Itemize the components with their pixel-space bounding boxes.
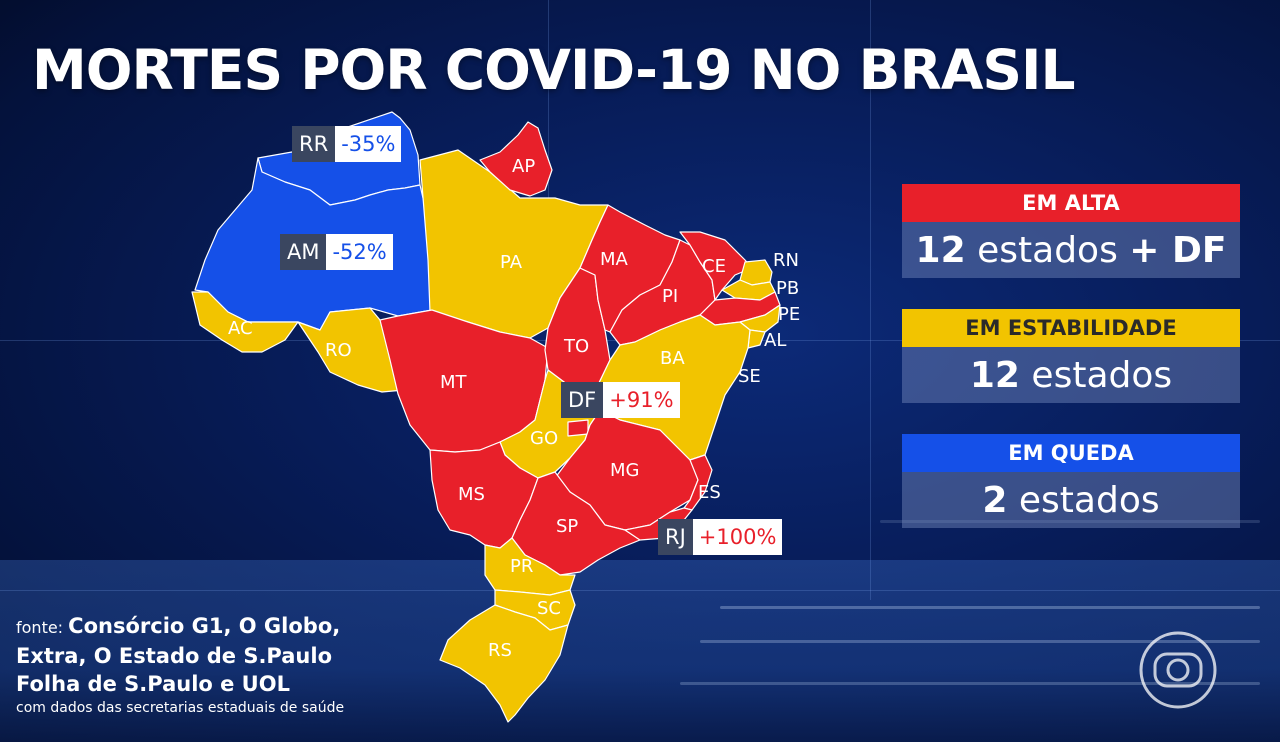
grid-line: [870, 0, 871, 600]
tag-percent: -35%: [335, 126, 402, 162]
source-prefix: fonte:: [16, 618, 64, 637]
legend-estabilidade-body: 12 estados: [902, 347, 1240, 403]
source-line-3: Folha de S.Paulo e UOL: [16, 672, 290, 696]
light-dots: [720, 606, 1260, 609]
legend-estabilidade-unit: estados: [1031, 354, 1173, 396]
light-dots: [680, 682, 1260, 685]
label-ac: AC: [228, 318, 253, 339]
legend-estabilidade-label: EM ESTABILIDADE: [965, 316, 1177, 340]
tag-percent: +91%: [603, 382, 680, 418]
light-dots: [880, 520, 1260, 523]
state-ap: [479, 121, 553, 197]
source-line-2: Extra, O Estado de S.Paulo: [16, 644, 332, 668]
label-sp: SP: [556, 516, 578, 537]
state-rs: [439, 604, 569, 723]
highlight-tag-rr: RR -35%: [292, 126, 402, 162]
label-ro: RO: [325, 340, 352, 361]
label-rs: RS: [488, 640, 512, 661]
legend-alta-header: EM ALTA: [902, 184, 1240, 222]
state-sp: [511, 471, 641, 576]
source-line-1: Consórcio G1, O Globo,: [68, 614, 341, 638]
legend-alta-unit: estados: [977, 229, 1118, 271]
state-labels-layer: AP PA MA CE PI AC RO TO BA MT GO MG MS S…: [228, 156, 800, 661]
tag-state-code: AM: [280, 234, 327, 270]
legend-queda-header: EM QUEDA: [902, 434, 1240, 472]
highlight-tag-am: AM -52%: [280, 234, 393, 270]
label-pa: PA: [500, 252, 523, 273]
label-to: TO: [563, 336, 589, 357]
label-al: AL: [764, 330, 786, 351]
source-credits: fonte: Consórcio G1, O Globo, Extra, O E…: [16, 612, 344, 718]
label-ba: BA: [660, 348, 685, 369]
label-pb: PB: [776, 278, 799, 299]
label-go: GO: [530, 428, 558, 449]
legend-alta-label: EM ALTA: [1022, 191, 1120, 215]
tv-globo-logo-icon: [1139, 631, 1217, 709]
legend-alta-count: 12: [915, 229, 966, 271]
label-ms: MS: [458, 484, 485, 505]
label-mg: MG: [610, 460, 639, 481]
tag-percent: -52%: [326, 234, 393, 270]
state-rn: [739, 259, 773, 286]
state-to: [544, 267, 611, 386]
page-title: MORTES POR COVID-19 NO BRASIL: [32, 38, 1076, 102]
highlight-tag-rj: RJ +100%: [658, 519, 783, 555]
legend-alta: EM ALTA 12 estados + DF: [902, 184, 1240, 278]
legend-queda-unit: estados: [1018, 479, 1160, 521]
light-dots: [700, 640, 1260, 643]
source-note: com dados das secretarias estaduais de s…: [16, 700, 345, 716]
tag-percent: +100%: [692, 519, 783, 555]
legend-estabilidade-count: 12: [969, 354, 1020, 396]
state-ce: [679, 231, 753, 301]
label-rn: RN: [773, 250, 799, 271]
label-pr: PR: [510, 556, 533, 577]
legend-queda-count: 2: [982, 479, 1008, 521]
label-ma: MA: [600, 249, 629, 270]
legend-estabilidade-header: EM ESTABILIDADE: [902, 309, 1240, 347]
highlight-tag-df: DF +91%: [561, 382, 680, 418]
label-pi: PI: [662, 286, 678, 307]
label-ce: CE: [702, 256, 726, 277]
grid-line: [0, 590, 1280, 591]
state-df: [567, 419, 589, 437]
tag-state-code: DF: [561, 382, 604, 418]
tag-state-code: RR: [292, 126, 336, 162]
label-se: SE: [738, 366, 761, 387]
legend-queda-body: 2 estados: [902, 472, 1240, 528]
label-sc: SC: [537, 598, 561, 619]
legend-alta-extra: + DF: [1129, 229, 1227, 271]
legend-queda-label: EM QUEDA: [1008, 441, 1134, 465]
label-es: ES: [698, 482, 721, 503]
legend-queda: EM QUEDA 2 estados: [902, 434, 1240, 528]
tag-state-code: RJ: [658, 519, 693, 555]
label-ap: AP: [512, 156, 535, 177]
label-mt: MT: [440, 372, 468, 393]
studio-floor: [0, 560, 1280, 742]
legend-alta-body: 12 estados + DF: [902, 222, 1240, 278]
label-pe: PE: [778, 304, 800, 325]
state-se: [747, 329, 766, 349]
state-ac: [191, 291, 299, 353]
legend-estabilidade: EM ESTABILIDADE 12 estados: [902, 309, 1240, 403]
